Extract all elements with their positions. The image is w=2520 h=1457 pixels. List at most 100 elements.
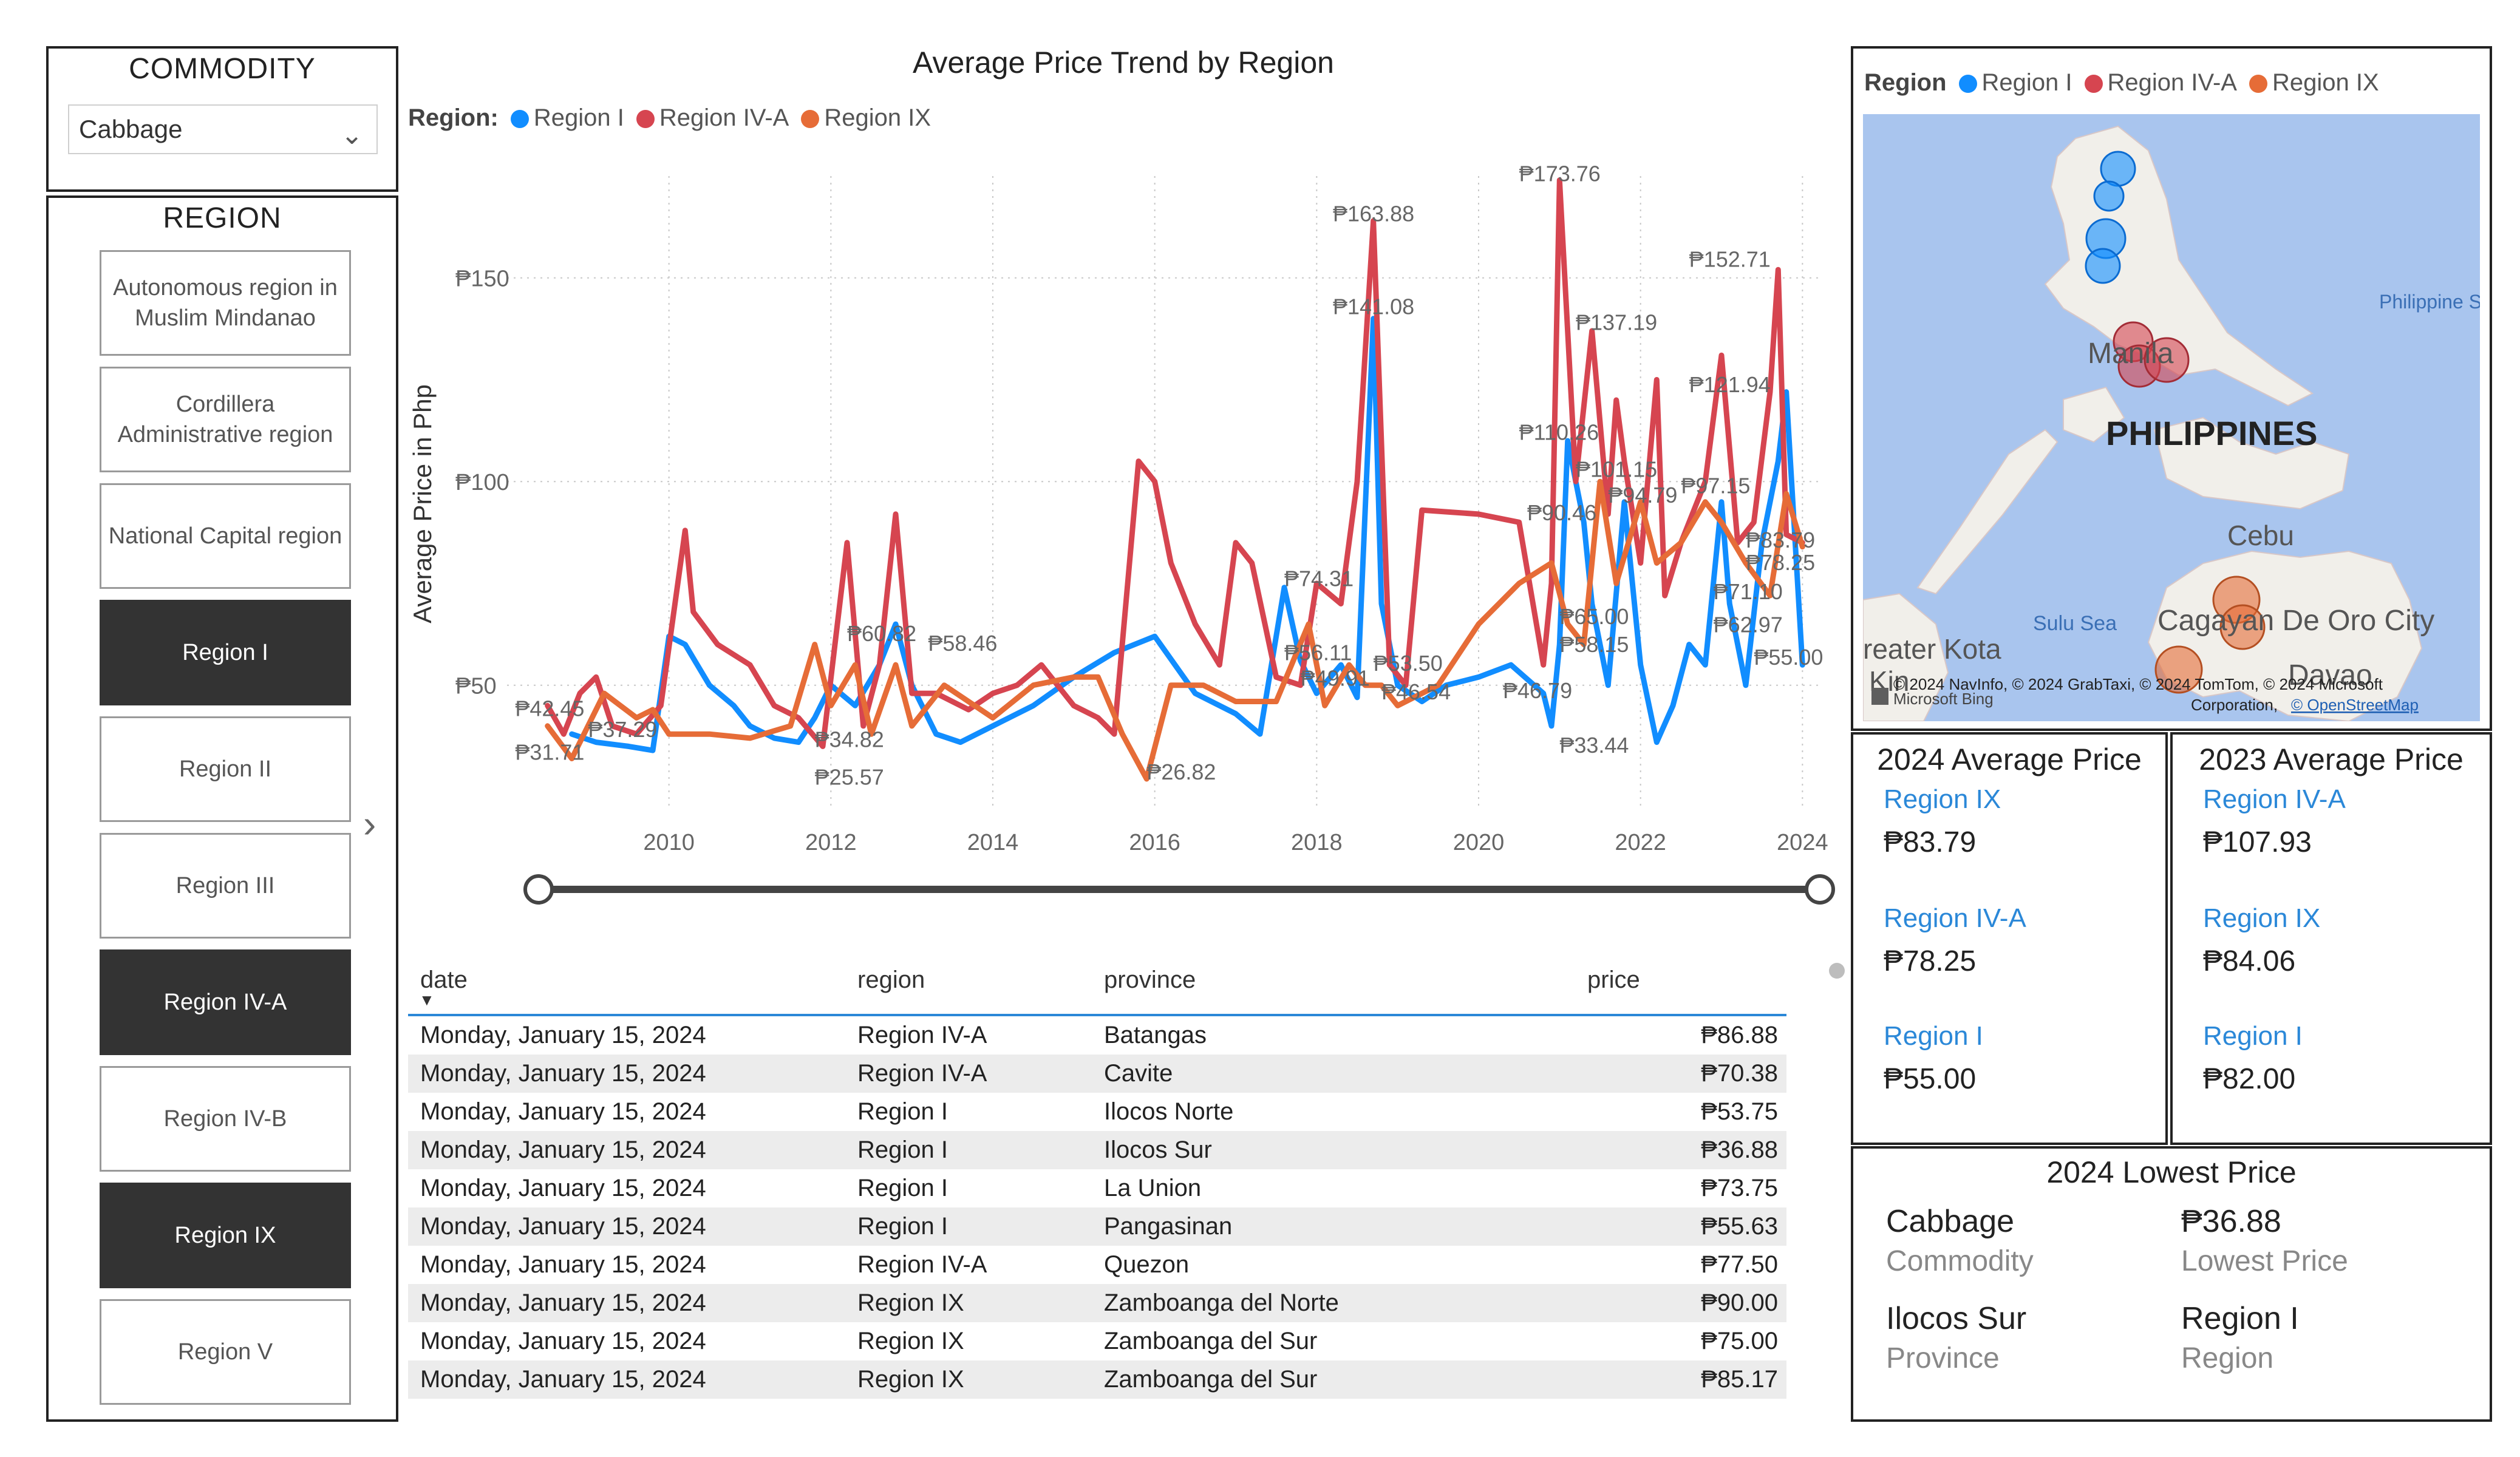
region-button-region-iv-a[interactable]: Region IV-A [100, 949, 351, 1055]
map-label-davao: Davao [2288, 659, 2372, 691]
table-cell-province: Quezon [1104, 1251, 1190, 1278]
table-cell-price: ₱77.50 [1701, 1251, 1778, 1278]
region-button-cordillera-administrative-region[interactable]: Cordillera Administrative region [100, 367, 351, 472]
region-button-label: Region I [182, 640, 268, 665]
map-legend-title: Region [1864, 69, 1947, 96]
table-row[interactable]: Monday, January 15, 2024 Region I Pangasin… [408, 1207, 1786, 1246]
data-label: ₱152.71 [1689, 247, 1771, 272]
legend-label-region-i[interactable]: Region I [533, 104, 624, 131]
region-button-region-ii[interactable]: Region II [100, 716, 351, 822]
legend-label-region-ix[interactable]: Region IX [824, 104, 931, 131]
region-button-autonomous-region-in-muslim-mindanao[interactable]: Autonomous region in Muslim Mindanao [100, 250, 351, 356]
data-label: ₱46.54 [1381, 679, 1451, 704]
table-cell-price: ₱36.88 [1701, 1136, 1778, 1163]
data-label: ₱53.50 [1374, 651, 1443, 676]
scrollbar-thumb[interactable] [1829, 963, 1845, 979]
kpi-2023-average: 2023 Average Price Region IV-A ₱107.93 R… [2170, 732, 2492, 1145]
region-header: REGION [163, 202, 282, 234]
visayas-landmass [2153, 416, 2350, 510]
column-header-province[interactable]: province [1104, 966, 1196, 993]
table-row[interactable]: Monday, January 15, 2024 Region IV-A Cavit… [408, 1055, 1786, 1093]
table-row[interactable]: Monday, January 15, 2024 Region I Ilocos S… [408, 1131, 1786, 1169]
kpi-2023-value-2: ₱84.06 [2203, 945, 2296, 977]
table-cell-region: Region IV-A [857, 1251, 987, 1278]
region-button-region-ix[interactable]: Region IX [100, 1183, 351, 1288]
lowest-price-title: 2024 Lowest Price [2046, 1155, 2297, 1189]
series-line-region-iv-a[interactable] [545, 177, 1805, 749]
legend-label-region-iv-a[interactable]: Region IV-A [659, 104, 789, 131]
bing-logo-icon [1871, 688, 1888, 705]
kpi-2024-value-2: ₱78.25 [1884, 945, 1977, 977]
chevron-down-icon: ⌄ [341, 120, 363, 150]
table-cell-region: Region I [857, 1213, 948, 1240]
data-label: ₱33.44 [1559, 733, 1629, 758]
lowest-price-value: ₱36.88 [2181, 1204, 2281, 1239]
table-row[interactable]: Monday, January 15, 2024 Region IX Zamboan… [408, 1284, 1786, 1322]
lowest-price-label: Lowest Price [2181, 1245, 2348, 1277]
table-cell-region: Region IV-A [857, 1022, 987, 1048]
table-cell-region: Region I [857, 1175, 948, 1201]
region-button-region-i[interactable]: Region I [100, 600, 351, 705]
data-label: ₱46.79 [1503, 678, 1572, 703]
table-row[interactable]: Monday, January 15, 2024 Region IV-A Quezo… [408, 1246, 1786, 1284]
data-label: ₱26.82 [1146, 759, 1216, 784]
table-cell-region: Region IX [857, 1328, 964, 1354]
data-label: ₱97.15 [1681, 473, 1750, 498]
commodity-slicer: COMMODITY Cabbage ⌄ [46, 46, 398, 192]
column-header-region[interactable]: region [857, 966, 925, 993]
commodity-dropdown[interactable]: Cabbage ⌄ [68, 104, 378, 154]
table-row[interactable]: Monday, January 15, 2024 Region I La Union… [408, 1169, 1786, 1207]
map-legend-label-region-ix[interactable]: Region IX [2272, 69, 2379, 96]
table-row[interactable]: Monday, January 15, 2024 Region I Ilocos N… [408, 1093, 1786, 1131]
map-bubble-region-iv-a [2144, 337, 2190, 383]
commodity-selected-value: Cabbage [79, 115, 183, 143]
map-attribution: © 2024 NavInfo, © 2024 GrabTaxi, © 2024 … [1893, 675, 2383, 693]
map-osm-link[interactable]: © OpenStreetMap [2291, 696, 2419, 714]
map-svg: Manila PHILIPPINES Philippine S Cebu Sul… [1863, 125, 2480, 721]
region-button-label: Region III [175, 873, 275, 898]
region-button-label: Region IV-A [163, 990, 287, 1015]
x-tick-label: 2018 [1291, 830, 1343, 855]
kpi-2024-average: 2024 Average Price Region IX ₱83.79 Regi… [1851, 732, 2168, 1145]
region-button-region-v[interactable]: Region V [100, 1299, 351, 1405]
map-legend-label-region-iv-a[interactable]: Region IV-A [2107, 69, 2237, 96]
date-range-slider-end-handle[interactable] [1805, 874, 1835, 905]
table-cell-price: ₱73.75 [1701, 1175, 1778, 1201]
data-label: ₱34.82 [815, 727, 884, 752]
column-header-price[interactable]: price [1587, 966, 1640, 993]
table-row[interactable]: Monday, January 15, 2024 Region IV-A Batan… [408, 1016, 1786, 1055]
mindoro-landmass [2063, 386, 2125, 443]
data-label: ₱37.29 [588, 717, 657, 742]
table-row[interactable]: Monday, January 15, 2024 Region IX Zamboan… [408, 1360, 1786, 1399]
series-line-region-ix[interactable] [545, 478, 1805, 782]
kpi-2023-region-1: Region IV-A [2203, 784, 2346, 814]
table-cell-region: Region IV-A [857, 1060, 987, 1087]
region-button-label: Region IV-B [163, 1106, 287, 1132]
x-tick-label: 2016 [1129, 830, 1180, 855]
table-row[interactable]: Monday, January 15, 2024 Region IX Zamboan… [408, 1322, 1786, 1360]
table-cell-province: Zamboanga del Norte [1104, 1289, 1339, 1316]
map-canvas[interactable]: Manila PHILIPPINES Philippine S Cebu Sul… [1863, 114, 2480, 721]
column-header-date[interactable]: date [420, 966, 468, 993]
kpi-2024-title: 2024 Average Price [1877, 742, 2142, 776]
date-range-slider-start-handle[interactable] [523, 874, 554, 905]
map-bubble-region-ix [2219, 604, 2266, 650]
table-cell-date: Monday, January 15, 2024 [420, 1289, 706, 1316]
data-label: ₱31.71 [515, 739, 584, 764]
map-label-manila: Manila [2088, 338, 2174, 370]
region-button-national-capital-region[interactable]: National Capital region [100, 483, 351, 589]
data-label: ₱49.91 [1301, 665, 1370, 690]
map-label-kota: reater Kota [1863, 633, 2001, 665]
kpi-2023-region-3: Region I [2203, 1021, 2303, 1051]
y-tick-label: ₱100 [455, 470, 509, 495]
region-button-region-iii[interactable]: Region III [100, 833, 351, 939]
palawan-landmass [1916, 429, 2059, 595]
chevron-right-icon[interactable]: › [363, 802, 376, 846]
map-legend-label-region-i[interactable]: Region I [1981, 69, 2072, 96]
series-line-region-i[interactable] [569, 316, 1805, 753]
region-button-region-iv-b[interactable]: Region IV-B [100, 1066, 351, 1172]
chart-title: Average Price Trend by Region [913, 46, 1334, 80]
y-axis-label: Average Price in Php [408, 384, 437, 623]
table-cell-region: Region I [857, 1098, 948, 1125]
map-label-cagayan: Cagayan De Oro City [2157, 605, 2434, 637]
